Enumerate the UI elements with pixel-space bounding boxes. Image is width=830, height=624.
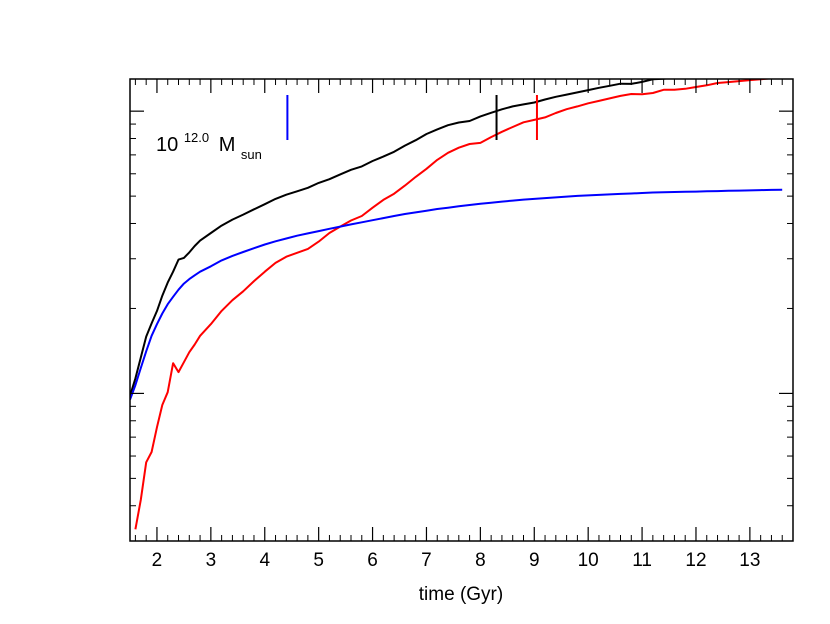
x-tick-label: 8 [475,550,486,571]
mass-annotation-exponent: 12.0 [184,130,209,145]
series-line-2 [130,188,783,401]
x-tick-label: 9 [529,550,540,571]
axes-layer [129,78,794,542]
x-tick-label: 6 [367,550,378,571]
x-tick-label: 2 [152,550,163,571]
x-tick-label: 13 [739,550,760,571]
mass-annotation-base: 10 [156,134,178,156]
mass-annotation: 10 12.0 M sun [156,125,262,162]
plot-frame [129,78,794,542]
marker-layer [286,95,538,140]
x-tick-labels: 2 3 4 5 6 7 8 9 10 11 12 13 [152,550,761,571]
x-tick-label: 3 [206,550,217,571]
x-tick-label: 5 [313,550,324,571]
mass-annotation-symbol: M [219,134,236,156]
mass-annotation-subscript: sun [241,147,262,162]
x-tick-label: 10 [578,550,599,571]
series-layer [130,79,783,530]
x-axis-title: time (Gyr) [419,584,503,605]
x-tick-label: 12 [685,550,706,571]
x-tick-label: 11 [632,550,652,571]
x-tick-label: 4 [259,550,270,571]
x-tick-label: 7 [421,550,432,571]
series-line-0 [130,79,671,397]
series-line-1 [134,79,775,530]
